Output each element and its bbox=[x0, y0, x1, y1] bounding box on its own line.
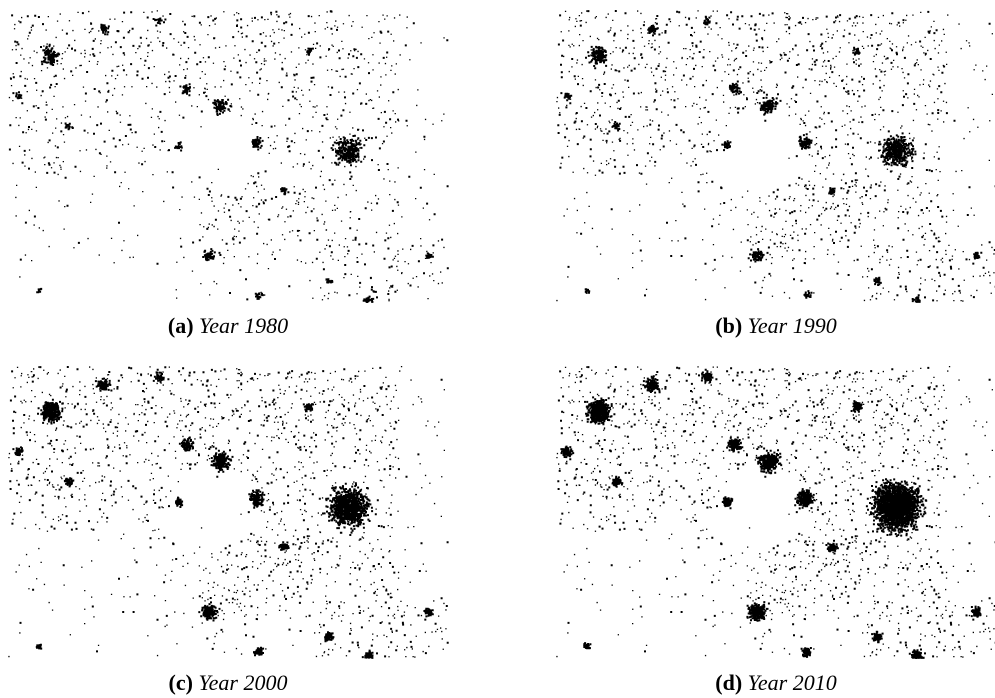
panel-image bbox=[556, 366, 995, 659]
panel-image bbox=[8, 366, 449, 659]
caption-text: Year 2000 bbox=[198, 670, 287, 695]
caption-text: Year 1990 bbox=[748, 313, 837, 338]
caption-label: (a) bbox=[168, 313, 194, 338]
caption-text: Year 1980 bbox=[199, 313, 288, 338]
speckle-map bbox=[556, 10, 995, 303]
speckle-map bbox=[8, 10, 449, 303]
caption: (c) Year 2000 bbox=[169, 670, 288, 695]
caption-label: (d) bbox=[715, 670, 742, 695]
caption-text: Year 2010 bbox=[748, 670, 837, 695]
caption: (a) Year 1980 bbox=[168, 313, 288, 338]
caption-label: (b) bbox=[715, 313, 742, 338]
caption: (d) Year 2010 bbox=[715, 670, 836, 695]
caption: (b) Year 1990 bbox=[715, 313, 836, 338]
caption-label: (c) bbox=[169, 670, 193, 695]
speckle-map bbox=[556, 366, 995, 659]
panel-image bbox=[556, 10, 995, 303]
panel-image bbox=[8, 10, 449, 303]
speckle-map bbox=[8, 366, 449, 659]
